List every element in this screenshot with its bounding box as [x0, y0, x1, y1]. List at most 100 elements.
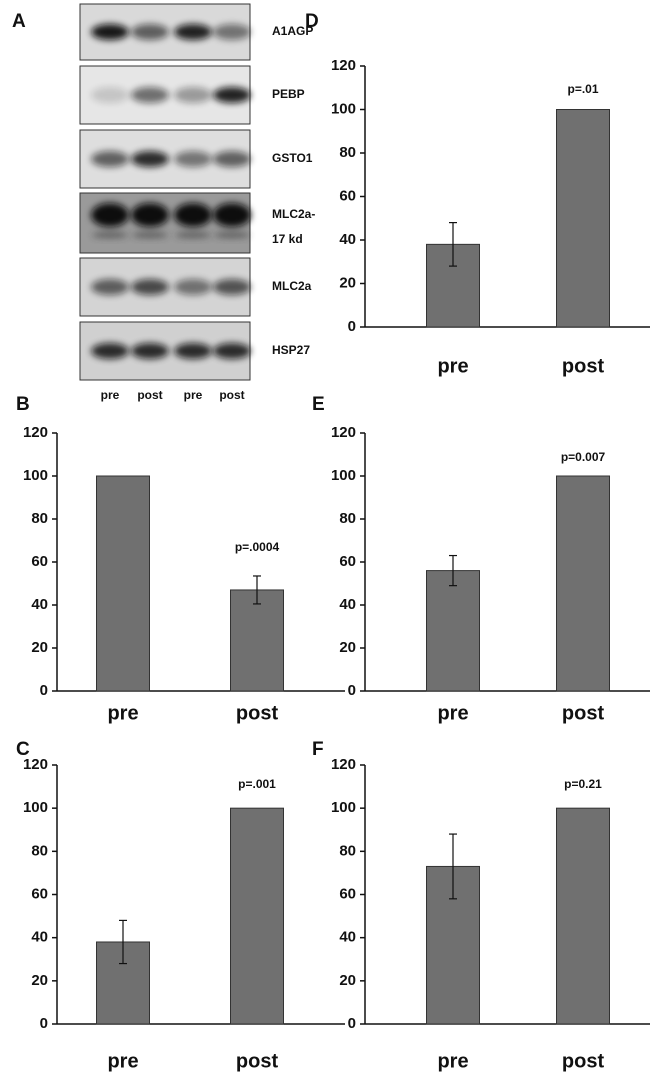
- y-tick-label: 0: [348, 1015, 356, 1032]
- blot-band: [213, 343, 251, 359]
- bar: [556, 109, 610, 328]
- protein-label: A1AGP: [272, 24, 313, 38]
- y-tick-label: 60: [31, 553, 48, 570]
- p-value: p=0.21: [564, 777, 602, 791]
- y-tick-label: 120: [331, 57, 356, 74]
- x-tick-label: post: [236, 702, 279, 724]
- x-tick-label: pre: [437, 1050, 468, 1072]
- protein-label: GSTO1: [272, 151, 313, 165]
- p-value: p=.0004: [235, 540, 280, 554]
- blot-band: [213, 279, 251, 295]
- blot-band: [91, 343, 129, 359]
- blot-band: [131, 279, 169, 295]
- x-tick-label: post: [562, 355, 605, 377]
- protein-label: HSP27: [272, 343, 310, 357]
- y-tick-label: 60: [31, 885, 48, 902]
- lane-label: post: [219, 388, 244, 402]
- x-tick-label: post: [562, 702, 605, 724]
- y-tick-label: 20: [339, 274, 356, 291]
- panel-letter: C: [16, 739, 30, 760]
- y-tick-label: 100: [23, 467, 48, 484]
- blot-band: [213, 151, 251, 167]
- x-tick-label: pre: [437, 702, 468, 724]
- blot-band: [91, 203, 129, 227]
- y-tick-label: 120: [23, 424, 48, 441]
- blot-band: [174, 24, 212, 40]
- panel-letter: A: [12, 11, 26, 32]
- y-tick-label: 0: [348, 682, 356, 699]
- protein-label: MLC2a-: [272, 207, 315, 221]
- y-tick-label: 100: [331, 467, 356, 484]
- blot-band: [131, 343, 169, 359]
- y-tick-label: 20: [31, 639, 48, 656]
- y-tick-label: 120: [331, 756, 356, 773]
- panel-letter: E: [312, 394, 325, 415]
- y-tick-label: 40: [31, 929, 48, 946]
- blot-band: [91, 87, 129, 103]
- blot-band: [91, 24, 129, 40]
- y-tick-label: 100: [331, 100, 356, 117]
- y-tick-label: 100: [331, 799, 356, 816]
- blot-band: [174, 343, 212, 359]
- y-tick-label: 0: [348, 318, 356, 335]
- blot-band: [92, 232, 128, 238]
- bar: [426, 570, 480, 692]
- panel-letter: B: [16, 394, 30, 415]
- blot-band: [131, 87, 169, 103]
- bar: [556, 475, 610, 692]
- protein-sublabel: 17 kd: [272, 232, 303, 246]
- p-value: p=.001: [238, 777, 276, 791]
- y-tick-label: 80: [31, 510, 48, 527]
- bar: [230, 807, 284, 1025]
- blot-band: [131, 203, 169, 227]
- lane-label: pre: [101, 388, 120, 402]
- panel-letter: F: [312, 739, 324, 760]
- lane-label: post: [137, 388, 162, 402]
- panel-letter: D: [305, 11, 319, 32]
- blot-band: [213, 24, 251, 40]
- bar: [96, 475, 150, 692]
- western-blot: [79, 3, 251, 381]
- y-tick-label: 0: [40, 1015, 48, 1032]
- blot-band: [214, 232, 250, 238]
- blot-band: [91, 279, 129, 295]
- x-tick-label: pre: [437, 355, 468, 377]
- y-tick-label: 80: [339, 510, 356, 527]
- y-tick-label: 80: [339, 144, 356, 161]
- y-tick-label: 60: [339, 885, 356, 902]
- lane-label: pre: [184, 388, 203, 402]
- bar: [230, 589, 284, 692]
- blot-band: [175, 232, 211, 238]
- blot-band: [174, 203, 212, 227]
- y-tick-label: 40: [339, 231, 356, 248]
- y-tick-label: 40: [31, 596, 48, 613]
- x-tick-label: post: [236, 1050, 279, 1072]
- blot-band: [132, 232, 168, 238]
- y-tick-label: 80: [31, 842, 48, 859]
- y-tick-label: 40: [339, 596, 356, 613]
- y-tick-label: 100: [23, 799, 48, 816]
- protein-label: PEBP: [272, 87, 305, 101]
- y-tick-label: 60: [339, 187, 356, 204]
- p-value: p=.01: [567, 82, 598, 96]
- x-tick-label: pre: [107, 1050, 138, 1072]
- bar: [556, 807, 610, 1025]
- x-tick-label: post: [562, 1050, 605, 1072]
- blot-band: [131, 151, 169, 167]
- blot-band: [131, 24, 169, 40]
- y-tick-label: 0: [40, 682, 48, 699]
- y-tick-label: 120: [331, 424, 356, 441]
- y-tick-label: 20: [339, 972, 356, 989]
- p-value: p=0.007: [561, 450, 606, 464]
- blot-band: [213, 203, 251, 227]
- y-tick-label: 60: [339, 553, 356, 570]
- x-tick-label: pre: [107, 702, 138, 724]
- y-tick-label: 20: [31, 972, 48, 989]
- blot-band: [213, 87, 251, 103]
- y-tick-label: 80: [339, 842, 356, 859]
- blot-band: [174, 279, 212, 295]
- blot-band: [91, 151, 129, 167]
- y-tick-label: 20: [339, 639, 356, 656]
- blot-band: [174, 151, 212, 167]
